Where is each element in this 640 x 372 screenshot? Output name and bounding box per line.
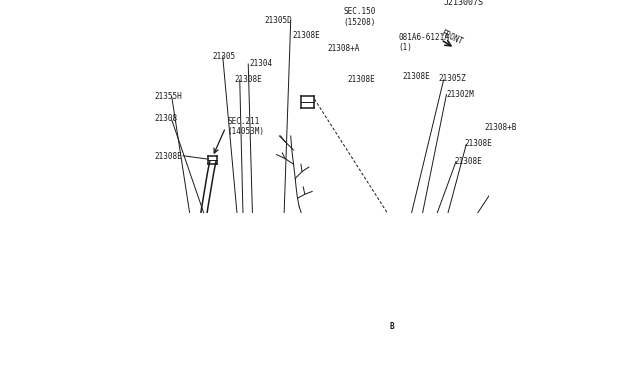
Text: 21305Z: 21305Z [438, 74, 466, 83]
Text: 21305D: 21305D [264, 16, 292, 25]
Text: J213007S: J213007S [444, 0, 483, 7]
Text: 21308E: 21308E [348, 75, 375, 84]
Text: 21302M: 21302M [447, 90, 474, 99]
Text: 21308E: 21308E [292, 31, 321, 40]
Text: SEC.150
(15208): SEC.150 (15208) [344, 7, 376, 27]
Text: 21304: 21304 [250, 60, 273, 68]
Text: 21308E: 21308E [403, 72, 431, 81]
Text: 21355H: 21355H [155, 92, 182, 101]
Text: 21305: 21305 [212, 52, 236, 61]
Text: FRONT: FRONT [440, 29, 465, 47]
Text: 21308E: 21308E [455, 157, 483, 166]
Text: 21308E: 21308E [234, 76, 262, 84]
Text: 21308E: 21308E [155, 153, 182, 161]
Text: 21308+A: 21308+A [328, 44, 360, 53]
Text: 081A6-6121A
(1): 081A6-6121A (1) [398, 33, 449, 52]
Text: SEC.211
(14053M): SEC.211 (14053M) [227, 116, 264, 136]
Text: B: B [389, 322, 394, 331]
Text: 21308E: 21308E [465, 139, 492, 148]
Text: 21308+B: 21308+B [484, 123, 516, 132]
Text: 21308: 21308 [155, 115, 178, 124]
